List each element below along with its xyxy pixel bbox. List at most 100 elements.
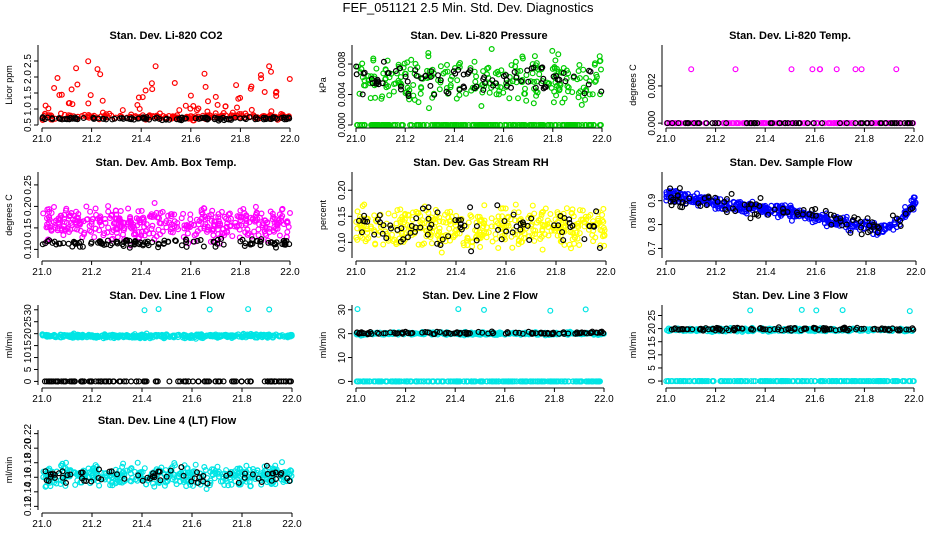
data-point [85, 100, 92, 107]
data-point [590, 223, 597, 230]
data-point [76, 333, 83, 340]
data-point [593, 71, 600, 78]
x-tick-label: 21.2 [706, 394, 726, 405]
x-tick-label: 21.2 [82, 267, 102, 278]
data-point [736, 120, 743, 127]
data-point [354, 208, 361, 215]
data-point [390, 88, 397, 95]
data-point [439, 236, 446, 243]
data-point [46, 216, 53, 223]
data-point [582, 74, 589, 81]
data-point [424, 231, 431, 238]
series-primary-zero [354, 121, 604, 128]
series-reference [356, 202, 603, 255]
data-point [99, 97, 106, 104]
data-point [387, 222, 394, 229]
data-point [682, 378, 689, 385]
data-point [237, 238, 244, 245]
data-point [380, 222, 387, 229]
data-point [271, 228, 278, 235]
data-point [538, 80, 545, 87]
data-point [729, 205, 736, 212]
series-reference [353, 58, 605, 100]
data-point [203, 332, 210, 339]
data-point [884, 378, 891, 385]
data-point [596, 53, 603, 60]
data-point [268, 108, 275, 115]
data-point [502, 205, 509, 212]
data-point [279, 459, 286, 466]
data-point [580, 84, 587, 91]
data-point [445, 233, 452, 240]
x-tick-label: 21.2 [82, 394, 102, 405]
data-point [675, 326, 682, 333]
data-point [540, 222, 547, 229]
data-point [739, 325, 746, 332]
data-point [155, 240, 162, 247]
data-point [552, 121, 559, 128]
data-point [718, 378, 725, 385]
data-point [103, 116, 110, 123]
data-point [171, 211, 178, 218]
series-primary [40, 200, 294, 249]
y-tick-label: 10 [23, 352, 34, 364]
data-point [498, 67, 505, 74]
y-tick-label: 5 [647, 365, 658, 371]
data-point [252, 116, 259, 123]
data-point [561, 215, 568, 222]
data-point [903, 326, 910, 333]
data-point [43, 224, 50, 231]
data-point [578, 101, 585, 108]
data-point [529, 202, 536, 209]
data-point [169, 229, 176, 236]
data-point [782, 378, 789, 385]
data-point [405, 211, 412, 218]
data-point [42, 240, 49, 247]
data-point [833, 66, 840, 73]
data-point [209, 207, 216, 214]
data-point [163, 224, 170, 231]
y-tick-label: 2.5 [23, 54, 34, 68]
data-point [95, 115, 102, 122]
data-point [504, 329, 511, 336]
data-point [723, 120, 730, 127]
data-point [402, 328, 409, 335]
data-point [58, 91, 65, 98]
data-point [586, 78, 593, 85]
data-point [142, 378, 149, 385]
data-point [874, 326, 881, 333]
data-point [94, 66, 101, 73]
data-point [547, 211, 554, 218]
data-point [564, 83, 571, 90]
data-point [710, 378, 717, 385]
data-point [480, 86, 487, 93]
data-point [889, 212, 896, 219]
data-point [798, 306, 805, 313]
data-point [599, 211, 606, 218]
data-point [418, 84, 425, 91]
chart-title: Stan. Dev. Line 2 Flow [422, 290, 538, 302]
data-point [369, 121, 376, 128]
data-point [105, 208, 112, 215]
data-point [408, 56, 415, 63]
data-point [838, 378, 845, 385]
data-point [198, 216, 205, 223]
data-point [139, 94, 146, 101]
data-point [380, 58, 387, 65]
chart-2: 21.0 21.2 21.4 21.6 21.8 22.00.0000.0040.008S… [318, 30, 612, 145]
data-point [457, 378, 464, 385]
data-point [436, 225, 443, 232]
data-point [596, 245, 603, 252]
data-point [375, 378, 382, 385]
data-point [87, 378, 94, 385]
y-tick-label: 0 [337, 378, 348, 384]
data-point [393, 241, 400, 248]
data-point [576, 207, 583, 214]
data-point [478, 102, 485, 109]
data-point [376, 212, 383, 219]
data-point [134, 333, 141, 340]
data-point [669, 120, 676, 127]
data-point [447, 82, 454, 89]
y-tick-label: 2.0 [23, 70, 34, 84]
data-point [149, 86, 156, 93]
